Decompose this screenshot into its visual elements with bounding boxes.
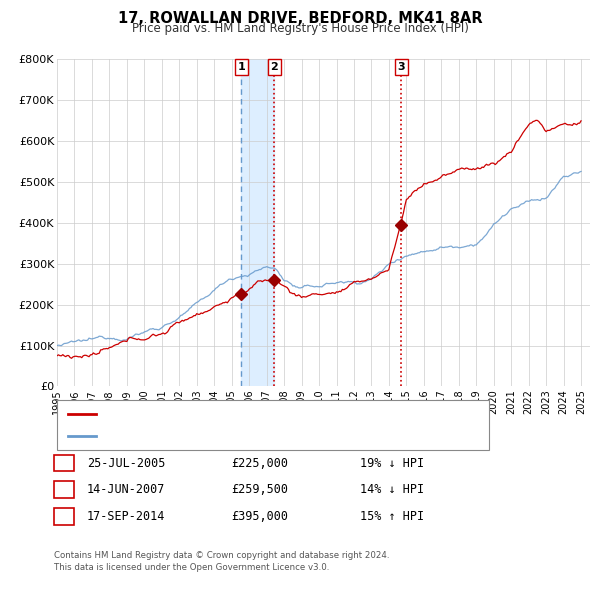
Bar: [241, 59, 274, 386]
Text: 3: 3: [60, 510, 68, 523]
Text: 14% ↓ HPI: 14% ↓ HPI: [360, 483, 424, 496]
Text: HPI: Average price, detached house, Bedford: HPI: Average price, detached house, Bedf…: [102, 431, 326, 441]
Text: 25-JUL-2005: 25-JUL-2005: [87, 457, 166, 470]
Text: 14-JUN-2007: 14-JUN-2007: [87, 483, 166, 496]
Text: 17-SEP-2014: 17-SEP-2014: [87, 510, 166, 523]
Text: 15% ↑ HPI: 15% ↑ HPI: [360, 510, 424, 523]
Text: 2: 2: [60, 483, 68, 496]
Text: £225,000: £225,000: [231, 457, 288, 470]
Text: 17, ROWALLAN DRIVE, BEDFORD, MK41 8AR (detached house): 17, ROWALLAN DRIVE, BEDFORD, MK41 8AR (d…: [102, 409, 415, 419]
Text: Price paid vs. HM Land Registry's House Price Index (HPI): Price paid vs. HM Land Registry's House …: [131, 22, 469, 35]
Text: 19% ↓ HPI: 19% ↓ HPI: [360, 457, 424, 470]
Text: 3: 3: [397, 62, 405, 72]
Text: Contains HM Land Registry data © Crown copyright and database right 2024.: Contains HM Land Registry data © Crown c…: [54, 552, 389, 560]
Text: 17, ROWALLAN DRIVE, BEDFORD, MK41 8AR: 17, ROWALLAN DRIVE, BEDFORD, MK41 8AR: [118, 11, 482, 25]
Text: £395,000: £395,000: [231, 510, 288, 523]
Text: £259,500: £259,500: [231, 483, 288, 496]
Text: 1: 1: [60, 457, 68, 470]
Text: 2: 2: [271, 62, 278, 72]
Text: This data is licensed under the Open Government Licence v3.0.: This data is licensed under the Open Gov…: [54, 563, 329, 572]
Text: 1: 1: [238, 62, 245, 72]
